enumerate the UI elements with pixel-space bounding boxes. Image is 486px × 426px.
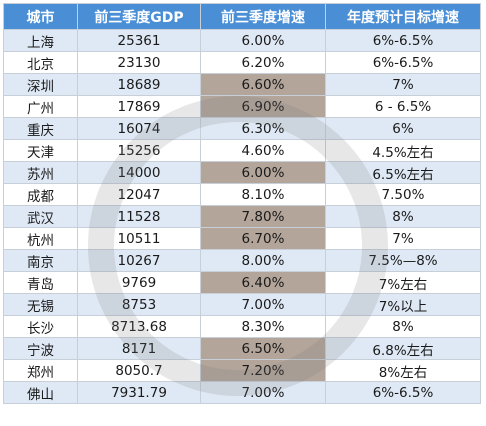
- cell-growth: 6.40%: [200, 271, 326, 294]
- cell-growth: 6.00%: [200, 29, 326, 52]
- table-row: 宁波 8171 6.50% 6.8%左右: [3, 337, 481, 360]
- cell-city: 武汉: [3, 205, 78, 228]
- cell-target: 7%以上: [325, 293, 481, 316]
- cell-gdp: 8753: [77, 293, 201, 316]
- header-growth: 前三季度增速: [200, 3, 326, 30]
- cell-gdp: 12047: [77, 183, 201, 206]
- cell-gdp: 10511: [77, 227, 201, 250]
- cell-target: 8%: [325, 205, 481, 228]
- cell-gdp: 8713.68: [77, 315, 201, 338]
- table-row: 深圳 18689 6.60% 7%: [3, 73, 481, 96]
- table-row: 佛山 7931.79 7.00% 6%-6.5%: [3, 381, 481, 404]
- cell-growth: 7.00%: [200, 293, 326, 316]
- cell-growth: 4.60%: [200, 139, 326, 162]
- cell-gdp: 8171: [77, 337, 201, 360]
- cell-growth: 7.80%: [200, 205, 326, 228]
- cell-gdp: 18689: [77, 73, 201, 96]
- table-row: 苏州 14000 6.00% 6.5%左右: [3, 161, 481, 184]
- cell-growth: 6.20%: [200, 51, 326, 74]
- cell-gdp: 16074: [77, 117, 201, 140]
- cell-city: 南京: [3, 249, 78, 272]
- cell-target: 7.50%: [325, 183, 481, 206]
- cell-growth: 8.00%: [200, 249, 326, 272]
- cell-gdp: 8050.7: [77, 359, 201, 382]
- cell-target: 7%: [325, 73, 481, 96]
- cell-city: 广州: [3, 95, 78, 118]
- cell-target: 6%: [325, 117, 481, 140]
- cell-city: 宁波: [3, 337, 78, 360]
- cell-city: 天津: [3, 139, 78, 162]
- table-row: 武汉 11528 7.80% 8%: [3, 205, 481, 228]
- cell-city: 北京: [3, 51, 78, 74]
- table-row: 郑州 8050.7 7.20% 8%左右: [3, 359, 481, 382]
- table-row: 南京 10267 8.00% 7.5%—8%: [3, 249, 481, 272]
- cell-growth: 6.30%: [200, 117, 326, 140]
- table-row: 北京 23130 6.20% 6%-6.5%: [3, 51, 481, 74]
- cell-target: 6.8%左右: [325, 337, 481, 360]
- table-header-row: 城市 前三季度GDP 前三季度增速 年度预计目标增速: [3, 3, 481, 30]
- header-gdp: 前三季度GDP: [77, 3, 201, 30]
- cell-target: 7%左右: [325, 271, 481, 294]
- cell-city: 杭州: [3, 227, 78, 250]
- table-body: 上海 25361 6.00% 6%-6.5% 北京 23130 6.20% 6%-6.5% 深圳…: [3, 29, 481, 404]
- cell-gdp: 10267: [77, 249, 201, 272]
- cell-city: 佛山: [3, 381, 78, 404]
- table-row: 广州 17869 6.90% 6 - 6.5%: [3, 95, 481, 118]
- cell-target: 6.5%左右: [325, 161, 481, 184]
- cell-target: 6%-6.5%: [325, 381, 481, 404]
- cell-gdp: 25361: [77, 29, 201, 52]
- table-row: 天津 15256 4.60% 4.5%左右: [3, 139, 481, 162]
- header-target: 年度预计目标增速: [325, 3, 481, 30]
- cell-target: 8%: [325, 315, 481, 338]
- cell-growth: 6.60%: [200, 73, 326, 96]
- cell-target: 7.5%—8%: [325, 249, 481, 272]
- table-row: 长沙 8713.68 8.30% 8%: [3, 315, 481, 338]
- cell-gdp: 7931.79: [77, 381, 201, 404]
- cell-city: 长沙: [3, 315, 78, 338]
- cell-growth: 7.00%: [200, 381, 326, 404]
- cell-gdp: 9769: [77, 271, 201, 294]
- cell-target: 4.5%左右: [325, 139, 481, 162]
- cell-target: 6%-6.5%: [325, 51, 481, 74]
- cell-gdp: 23130: [77, 51, 201, 74]
- cell-gdp: 15256: [77, 139, 201, 162]
- header-city: 城市: [3, 3, 78, 30]
- cell-city: 成都: [3, 183, 78, 206]
- cell-city: 青岛: [3, 271, 78, 294]
- cell-growth: 6.70%: [200, 227, 326, 250]
- cell-growth: 6.90%: [200, 95, 326, 118]
- table-row: 重庆 16074 6.30% 6%: [3, 117, 481, 140]
- cell-city: 郑州: [3, 359, 78, 382]
- cell-city: 上海: [3, 29, 78, 52]
- cell-growth: 7.20%: [200, 359, 326, 382]
- cell-gdp: 11528: [77, 205, 201, 228]
- gdp-table: 城市 前三季度GDP 前三季度增速 年度预计目标增速 上海 25361 6.00% 6…: [3, 3, 481, 404]
- cell-growth: 8.30%: [200, 315, 326, 338]
- cell-target: 7%: [325, 227, 481, 250]
- cell-growth: 8.10%: [200, 183, 326, 206]
- cell-target: 8%左右: [325, 359, 481, 382]
- table-row: 青岛 9769 6.40% 7%左右: [3, 271, 481, 294]
- gdp-table-container: 城市 前三季度GDP 前三季度增速 年度预计目标增速 上海 25361 6.00% 6…: [3, 3, 481, 404]
- table-row: 上海 25361 6.00% 6%-6.5%: [3, 29, 481, 52]
- table-row: 杭州 10511 6.70% 7%: [3, 227, 481, 250]
- table-row: 成都 12047 8.10% 7.50%: [3, 183, 481, 206]
- table-row: 无锡 8753 7.00% 7%以上: [3, 293, 481, 316]
- cell-gdp: 14000: [77, 161, 201, 184]
- cell-city: 苏州: [3, 161, 78, 184]
- cell-target: 6%-6.5%: [325, 29, 481, 52]
- cell-target: 6 - 6.5%: [325, 95, 481, 118]
- cell-growth: 6.00%: [200, 161, 326, 184]
- cell-gdp: 17869: [77, 95, 201, 118]
- cell-city: 无锡: [3, 293, 78, 316]
- cell-city: 深圳: [3, 73, 78, 96]
- cell-growth: 6.50%: [200, 337, 326, 360]
- cell-city: 重庆: [3, 117, 78, 140]
